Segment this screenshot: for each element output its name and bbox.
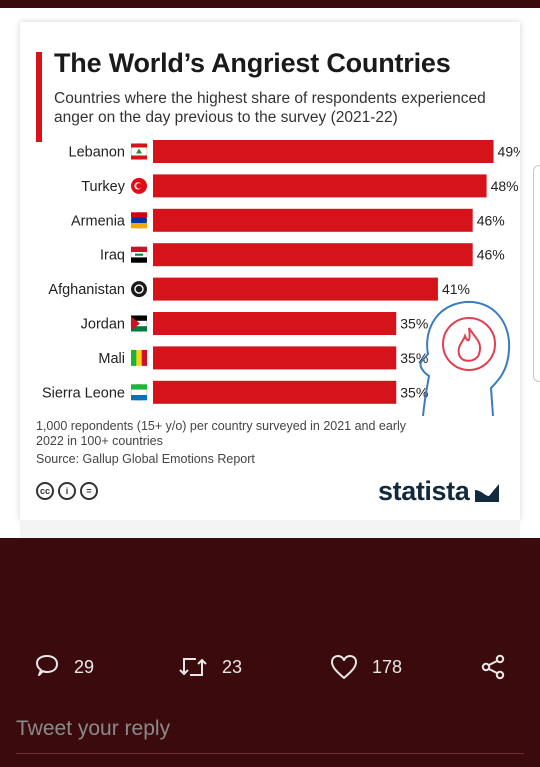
bar (153, 140, 494, 163)
country-flag-icon (131, 281, 147, 298)
reply-count: 29 (74, 656, 95, 677)
category-label: Lebanon (69, 145, 125, 161)
card-footer (20, 520, 520, 538)
cc-icon: cc (36, 482, 54, 500)
category-label: Afghanistan (48, 282, 125, 298)
chart-subtitle: Countries where the highest share of res… (54, 90, 486, 126)
country-flag-icon (130, 383, 148, 401)
reply-action[interactable]: 29 (34, 654, 94, 680)
value-label: 35% (400, 384, 428, 400)
value-label: 49% (498, 144, 520, 160)
top-strip (0, 0, 540, 8)
category-label: Jordan (81, 317, 125, 333)
title-accent-bar (36, 52, 42, 142)
share-icon (481, 654, 505, 680)
country-flag-icon (130, 315, 148, 332)
attribution-icon: i (58, 482, 76, 500)
source-line: Source: Gallup Global Emotions Report (36, 452, 255, 466)
category-label: Armenia (71, 213, 126, 229)
category-label: Sierra Leone (42, 385, 125, 401)
bar (153, 243, 473, 267)
value-label: 41% (442, 281, 470, 297)
chart-title: The World’s Angriest Countries (54, 48, 451, 78)
logo-mark-icon (475, 483, 500, 502)
bar-chart: Lebanon 49% Turkey 48% Armenia 46% Iraq 46% Afgh… (42, 140, 520, 404)
infographic-card[interactable]: The World’s Angriest Countries Countries… (20, 22, 520, 520)
country-flag-icon (130, 143, 148, 160)
value-label: 46% (477, 212, 505, 228)
bar (153, 174, 487, 198)
category-label: Mali (98, 351, 125, 367)
country-flag-icon (131, 349, 147, 366)
country-flag-icon (130, 246, 148, 264)
value-label: 48% (491, 178, 519, 194)
retweet-icon (179, 658, 207, 676)
country-flag-icon (131, 212, 147, 229)
country-flag-icon (131, 177, 147, 194)
like-action[interactable]: 178 (330, 654, 402, 680)
bar (153, 346, 397, 370)
category-label: Iraq (100, 248, 125, 264)
value-label: 46% (477, 247, 505, 263)
bar (153, 312, 397, 335)
license-icons: cc i = (36, 482, 98, 500)
angry-head-flame-icon (419, 300, 511, 417)
like-count: 178 (372, 656, 403, 677)
share-action[interactable] (480, 654, 506, 680)
survey-note: 1,000 repondents (15+ y/o) per country s… (36, 419, 407, 448)
bar (153, 208, 473, 232)
logo-text: statista (378, 476, 470, 506)
retweet-count: 23 (222, 656, 243, 677)
reply-icon (36, 655, 58, 676)
reply-divider (16, 753, 524, 754)
scroll-handle[interactable] (533, 165, 540, 382)
category-label: Turkey (81, 179, 126, 195)
statista-logo: statista (378, 476, 500, 507)
bar (153, 380, 397, 404)
retweet-action[interactable]: 23 (178, 654, 242, 680)
reply-input[interactable]: Tweet your reply (16, 717, 171, 740)
value-label: 35% (400, 316, 428, 332)
bar (153, 277, 438, 301)
no-derivatives-icon: = (80, 482, 98, 500)
heart-icon (331, 655, 357, 679)
